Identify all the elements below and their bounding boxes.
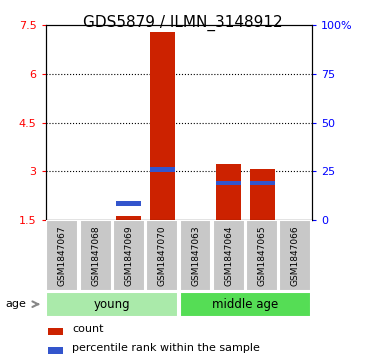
Text: GSM1847067: GSM1847067 [58, 225, 67, 286]
Bar [250, 181, 274, 185]
Text: GDS5879 / ILMN_3148912: GDS5879 / ILMN_3148912 [83, 15, 282, 32]
Text: GSM1847070: GSM1847070 [158, 225, 167, 286]
FancyBboxPatch shape [180, 220, 211, 291]
FancyBboxPatch shape [113, 220, 145, 291]
Text: GSM1847064: GSM1847064 [224, 226, 233, 286]
Bar [216, 164, 241, 220]
Bar [250, 170, 274, 220]
Text: young: young [94, 298, 131, 311]
Text: count: count [72, 324, 104, 334]
FancyBboxPatch shape [80, 220, 112, 291]
Text: GSM1847063: GSM1847063 [191, 225, 200, 286]
FancyBboxPatch shape [46, 292, 178, 317]
FancyBboxPatch shape [246, 220, 278, 291]
Text: age: age [5, 299, 26, 309]
FancyBboxPatch shape [213, 220, 245, 291]
Bar [150, 167, 175, 172]
Text: GSM1847065: GSM1847065 [258, 225, 266, 286]
FancyBboxPatch shape [180, 292, 311, 317]
Bar [48, 347, 63, 354]
Text: GSM1847068: GSM1847068 [91, 225, 100, 286]
Text: middle age: middle age [212, 298, 278, 311]
FancyBboxPatch shape [146, 220, 178, 291]
Bar [216, 181, 241, 185]
Text: GSM1847066: GSM1847066 [291, 225, 300, 286]
Text: GSM1847069: GSM1847069 [124, 225, 133, 286]
FancyBboxPatch shape [46, 220, 78, 291]
FancyBboxPatch shape [280, 220, 311, 291]
Text: percentile rank within the sample: percentile rank within the sample [72, 343, 260, 353]
Bar [116, 216, 141, 220]
Bar [150, 32, 175, 220]
Bar [48, 328, 63, 335]
Bar [116, 201, 141, 205]
